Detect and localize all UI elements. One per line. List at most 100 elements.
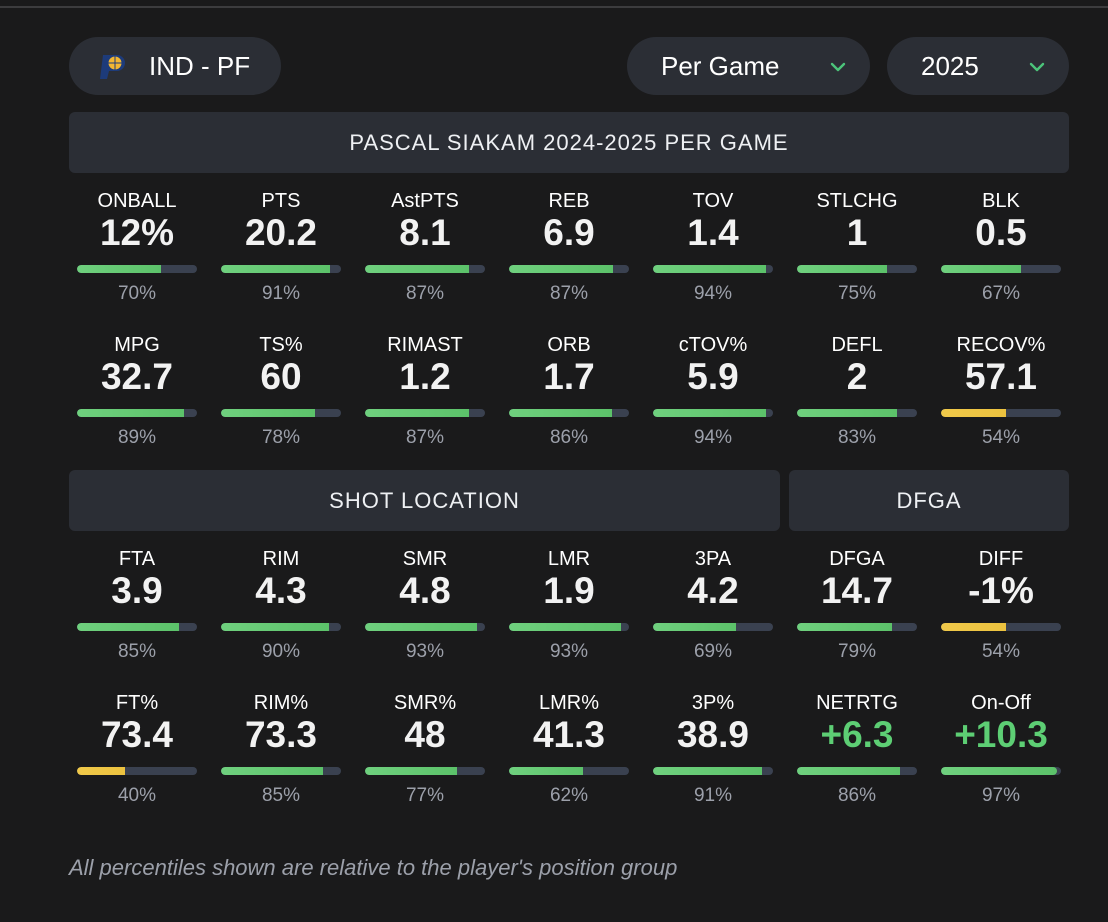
percentile-bar xyxy=(797,767,917,775)
percentile-label: 83% xyxy=(837,427,877,448)
stat-label: DFGA xyxy=(829,548,885,570)
stat-label: RIM% xyxy=(253,692,309,714)
stat-label: ONBALL xyxy=(97,190,177,212)
percentile-bar-fill xyxy=(77,265,161,273)
shot-location-header: SHOT LOCATION xyxy=(69,470,780,531)
percentile-label: 85% xyxy=(261,785,301,806)
stat-label: LMR% xyxy=(538,692,599,714)
percentile-label: 86% xyxy=(549,427,589,448)
dfga-header: DFGA xyxy=(789,470,1069,531)
stat-card: LMR% 41.3 62% xyxy=(497,692,641,836)
percentile-bar-fill xyxy=(365,265,470,273)
percentile-bar xyxy=(77,265,197,273)
pacers-logo-icon xyxy=(100,55,125,79)
percentile-bar-fill xyxy=(365,623,477,631)
percentile-bar xyxy=(653,409,773,417)
percentile-label: 91% xyxy=(693,785,733,806)
stat-value: 48 xyxy=(404,714,446,755)
percentile-label: 93% xyxy=(549,641,589,662)
stat-value: 1.2 xyxy=(399,356,451,397)
percentile-label: 87% xyxy=(549,283,589,304)
percentile-bar-fill xyxy=(941,767,1058,775)
stat-card: TOV 1.4 94% xyxy=(641,190,785,334)
percentile-bar xyxy=(797,265,917,273)
team-position-selector[interactable]: IND - PF xyxy=(69,37,281,95)
stat-label: AstPTS xyxy=(391,190,459,212)
percentile-bar xyxy=(509,409,629,417)
stat-label: TOV xyxy=(692,190,734,212)
stat-label: RECOV% xyxy=(956,334,1046,356)
percentile-label: 94% xyxy=(693,427,733,448)
stat-label: DIFF xyxy=(978,548,1024,570)
stat-value: 32.7 xyxy=(100,356,173,397)
percentile-bar xyxy=(653,767,773,775)
stat-value: 6.9 xyxy=(543,212,595,253)
percentile-bar xyxy=(77,623,197,631)
percentile-bar-fill xyxy=(221,265,331,273)
player-section-header: PASCAL SIAKAM 2024-2025 PER GAME xyxy=(69,112,1069,173)
percentile-label: 79% xyxy=(837,641,877,662)
stat-value: 4.3 xyxy=(255,570,307,611)
stat-value: 8.1 xyxy=(399,212,451,253)
stat-label: TS% xyxy=(259,334,303,356)
stat-value: 38.9 xyxy=(676,714,749,755)
stat-card: RECOV% 57.1 54% xyxy=(929,334,1073,478)
stat-card: RIMAST 1.2 87% xyxy=(353,334,497,478)
percentile-bar-fill xyxy=(509,623,621,631)
stat-card: REB 6.9 87% xyxy=(497,190,641,334)
chevron-down-icon xyxy=(1029,56,1045,77)
percentile-bar xyxy=(365,767,485,775)
percentile-bar xyxy=(653,265,773,273)
stat-card: RIM 4.3 90% xyxy=(209,548,353,692)
shot-stats-grid: FTA 3.9 85% RIM 4.3 90% SMR 4.8 93% LMR 1.9 93% 3PA 4… xyxy=(65,548,1073,836)
stat-card: SMR% 48 77% xyxy=(353,692,497,836)
percentile-bar xyxy=(221,623,341,631)
percentile-label: 86% xyxy=(837,785,877,806)
percentile-label: 90% xyxy=(261,641,301,662)
stat-label: LMR xyxy=(547,548,591,570)
stat-card: PTS 20.2 91% xyxy=(209,190,353,334)
top-divider xyxy=(0,6,1108,8)
chevron-down-icon xyxy=(830,56,846,77)
stat-value: 20.2 xyxy=(244,212,317,253)
stat-card: LMR 1.9 93% xyxy=(497,548,641,692)
stat-value: 12% xyxy=(99,212,175,253)
percentile-bar-fill xyxy=(365,767,458,775)
percentile-label: 70% xyxy=(117,283,157,304)
percentile-bar-fill xyxy=(509,767,584,775)
stat-card: AstPTS 8.1 87% xyxy=(353,190,497,334)
percentile-bar-fill xyxy=(797,767,901,775)
stat-mode-dropdown[interactable]: Per Game xyxy=(627,37,870,95)
stat-card: RIM% 73.3 85% xyxy=(209,692,353,836)
percentile-bar-fill xyxy=(653,265,766,273)
percentile-bar-fill xyxy=(653,767,763,775)
percentile-bar xyxy=(77,767,197,775)
percentile-label: 77% xyxy=(405,785,445,806)
stat-card: 3PA 4.2 69% xyxy=(641,548,785,692)
percentile-bar-fill xyxy=(797,409,897,417)
stat-value: 73.3 xyxy=(244,714,317,755)
stat-card: MPG 32.7 89% xyxy=(65,334,209,478)
percentile-label: 78% xyxy=(261,427,301,448)
stat-card: DFGA 14.7 79% xyxy=(785,548,929,692)
stat-label: On-Off xyxy=(971,692,1031,714)
percentile-label: 97% xyxy=(981,785,1021,806)
stat-card: NETRTG +6.3 86% xyxy=(785,692,929,836)
percentile-bar xyxy=(509,623,629,631)
percentile-bar-fill xyxy=(365,409,470,417)
stat-label: cTOV% xyxy=(678,334,748,356)
stat-value: 57.1 xyxy=(964,356,1037,397)
season-dropdown[interactable]: 2025 xyxy=(887,37,1069,95)
stat-value: 1 xyxy=(846,212,868,253)
percentile-bar-fill xyxy=(77,409,184,417)
percentile-bar-fill xyxy=(509,265,614,273)
stat-label: BLK xyxy=(982,190,1020,212)
percentile-label: 85% xyxy=(117,641,157,662)
percentile-bar-fill xyxy=(221,767,323,775)
percentile-bar xyxy=(509,265,629,273)
stat-label: SMR xyxy=(402,548,448,570)
percentile-bar-fill xyxy=(221,409,315,417)
stat-card: ONBALL 12% 70% xyxy=(65,190,209,334)
stat-value: 1.9 xyxy=(543,570,595,611)
percentile-bar xyxy=(509,767,629,775)
